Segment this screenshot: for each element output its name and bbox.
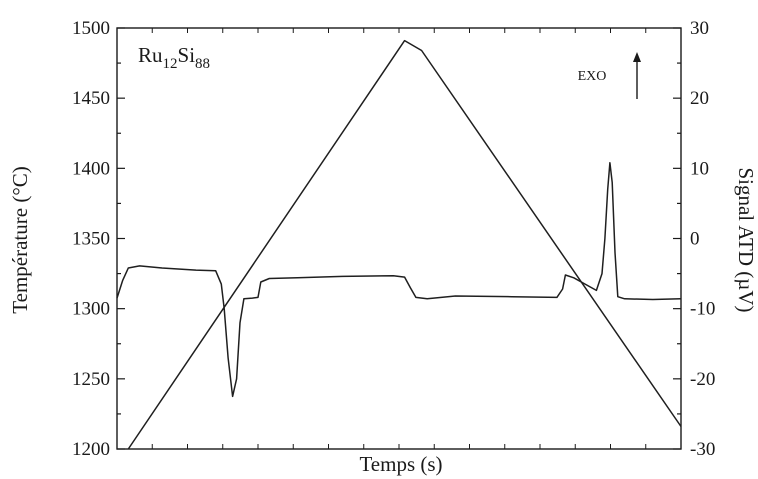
y-tick-label: 1500 bbox=[72, 18, 110, 39]
y-tick-label: 1350 bbox=[72, 229, 110, 250]
y2-tick-label: -30 bbox=[690, 439, 715, 460]
ticks bbox=[116, 27, 682, 450]
plot-frame bbox=[116, 27, 682, 450]
y2-tick-label: 0 bbox=[690, 229, 700, 250]
y-tick-label: 1400 bbox=[72, 158, 110, 179]
tick-labels: 1200 1250 1300 1350 1400 1450 1500 -30 -20 -10 0 10… bbox=[72, 18, 715, 460]
y-tick-label: 1250 bbox=[72, 369, 110, 390]
x-axis-title: Temps (s) bbox=[359, 452, 442, 476]
composition-label: Ru12Si88 bbox=[138, 43, 210, 72]
y2-tick-label: -10 bbox=[690, 299, 715, 320]
atd-signal-line bbox=[116, 161, 682, 398]
y2-axis-title: Signal ATD (µV) bbox=[734, 167, 758, 312]
y-axis-title: Température (°C) bbox=[8, 166, 32, 313]
y-tick-label: 1200 bbox=[72, 439, 110, 460]
y2-tick-label: 10 bbox=[690, 158, 709, 179]
y2-tick-label: 30 bbox=[690, 18, 709, 39]
axes bbox=[116, 27, 682, 450]
y-tick-label: 1450 bbox=[72, 88, 110, 109]
temperature-line bbox=[127, 39, 682, 450]
y-tick-label: 1300 bbox=[72, 299, 110, 320]
exo-label: EXO bbox=[578, 69, 607, 84]
exo-arrow bbox=[633, 52, 641, 99]
y2-tick-label: 20 bbox=[690, 88, 709, 109]
y2-tick-label: -20 bbox=[690, 369, 715, 390]
series bbox=[116, 39, 682, 450]
